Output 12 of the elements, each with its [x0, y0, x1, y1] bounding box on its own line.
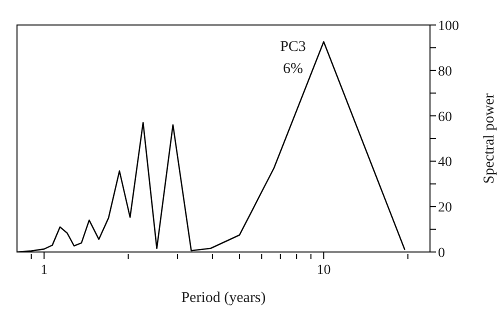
y-tick-label: 100	[438, 18, 459, 34]
y-axis-title: Spectral power	[481, 93, 498, 184]
x-tick-label: 10	[316, 263, 331, 278]
annotation: 6%	[282, 60, 304, 79]
y-tick-label: 80	[438, 64, 452, 80]
x-tick-label: 1	[40, 263, 48, 278]
y-tick-label: 60	[438, 110, 452, 125]
y-tick-label: 20	[438, 200, 452, 216]
x-axis-title: Period (years)	[181, 290, 266, 306]
y-tick-label: 0	[438, 246, 445, 261]
annotation: PC3	[279, 38, 307, 57]
y-tick-label: 40	[438, 155, 452, 170]
